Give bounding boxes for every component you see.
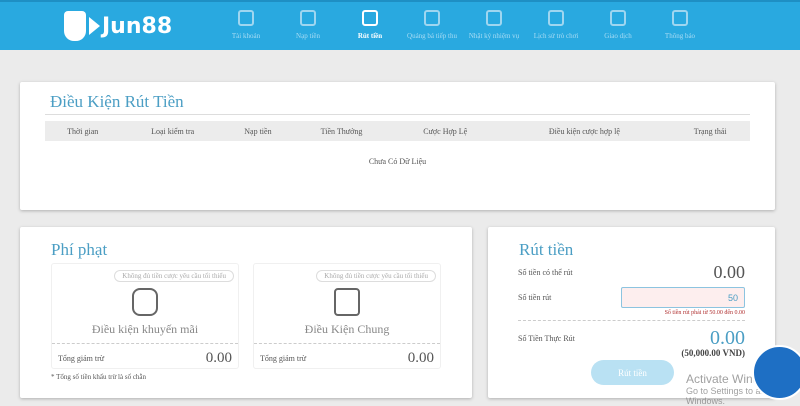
conditions-table: Thời gian Loại kiểm tra Nạp tiền Tiền Thưởn… (45, 121, 750, 141)
nav-label: Quảng bá tiếp thu (407, 32, 457, 40)
total-label: Tổng giảm trừ (58, 354, 105, 363)
total-label: Tổng giảm trừ (260, 354, 307, 363)
requirement-badge: Không đủ tiền cược yêu cầu tối thiểu (316, 270, 436, 282)
column-header: Cược Hợp Lệ (392, 121, 499, 141)
clock-icon (610, 10, 626, 26)
nav-item-5[interactable]: Lịch sử trò chơi (525, 10, 587, 40)
box-title: Điều Kiện Chung (304, 322, 390, 336)
nav-item-7[interactable]: Thông báo (649, 10, 711, 40)
column-header: Thời gian (45, 121, 121, 141)
nav-label: Nhật ký nhiệm vụ (468, 32, 520, 40)
nav-item-4[interactable]: Nhật ký nhiệm vụ (463, 10, 525, 40)
logo[interactable]: Jun88 (64, 11, 172, 41)
penalty-card: Phí phạt Không đủ tiền cược yêu cầu tối … (20, 227, 472, 398)
atm-icon (362, 10, 378, 26)
column-header: Trạng thái (670, 121, 750, 141)
thumbs-up-icon (424, 10, 440, 26)
nav-label: Nạp tiền (296, 32, 320, 40)
amount-label: Số tiền rút (518, 293, 552, 302)
conditions-title: Điều Kiện Rút Tiền (50, 92, 184, 111)
penalty-box: Không đủ tiền cược yêu cầu tối thiểu Điề… (253, 263, 441, 369)
penalty-title: Phí phạt (51, 240, 108, 259)
history-icon (548, 10, 564, 26)
actual-label: Số Tiền Thực Rút (518, 334, 575, 343)
support-avatar[interactable] (752, 345, 800, 400)
column-header: Điều kiện cược hợp lệ (498, 121, 671, 141)
coins-dollar-icon (132, 288, 158, 316)
nav-item-3[interactable]: Quảng bá tiếp thu (401, 10, 463, 40)
column-header: Loại kiểm tra (120, 121, 225, 141)
box-title: Điều kiện khuyến mãi (91, 322, 199, 336)
column-header: Nạp tiền (224, 121, 292, 141)
logo-text: Jun88 (102, 13, 173, 39)
clipboard-icon (486, 10, 502, 26)
withdraw-button[interactable]: Rút tiền (591, 360, 674, 385)
piggy-bank-icon (300, 10, 316, 26)
penalty-note: * Tổng số tiền khấu trừ là số chẵn (51, 373, 147, 381)
nav-item-2[interactable]: Rút tiền (339, 10, 401, 40)
nav-label: Giao dịch (604, 32, 632, 40)
total-value: 0.00 (407, 350, 434, 366)
nav-item-1[interactable]: Nạp tiền (277, 10, 339, 40)
nav-item-6[interactable]: Giao dịch (587, 10, 649, 40)
top-header: Jun88 Tài khoản Nạp tiền Rút tiền Quảng bá … (0, 0, 800, 50)
nav-item-0[interactable]: Tài khoản (215, 10, 277, 40)
nav-label: Tài khoản (231, 32, 261, 40)
envelope-icon (672, 10, 688, 26)
requirement-badge: Không đủ tiền cược yêu cầu tối thiểu (114, 270, 234, 282)
nav-label: Thông báo (664, 32, 696, 40)
available-value: 0.00 (713, 262, 746, 282)
withdraw-title: Rút tiền (519, 240, 574, 259)
main-nav: Tài khoản Nạp tiền Rút tiền Quảng bá tiếp t… (215, 10, 711, 40)
penalty-box: Không đủ tiền cược yêu cầu tối thiểu Điề… (51, 263, 239, 369)
total-value: 0.00 (205, 350, 232, 366)
empty-message: Chưa Có Dữ Liệu (368, 157, 427, 166)
withdraw-card: Rút tiền Số tiền có thể rút 0.00 Số tiền … (488, 227, 775, 398)
withdraw-conditions-card: Điều Kiện Rút Tiền Thời gian Loại kiểm tr… (20, 82, 775, 210)
actual-value: 0.00 (710, 327, 745, 349)
actual-vnd: (50,000.00 VND) (681, 348, 745, 358)
amount-error: Số tiền rút phải từ 50.00 đến 0.00 (664, 310, 745, 316)
nav-label: Rút tiền (357, 32, 383, 40)
column-header: Tiền Thưởng (291, 121, 393, 141)
id-card-icon (238, 10, 254, 26)
amount-input[interactable] (621, 287, 745, 308)
available-label: Số tiền có thể rút (518, 268, 573, 277)
price-tag-icon (334, 288, 360, 316)
nav-label: Lịch sử trò chơi (533, 32, 579, 40)
